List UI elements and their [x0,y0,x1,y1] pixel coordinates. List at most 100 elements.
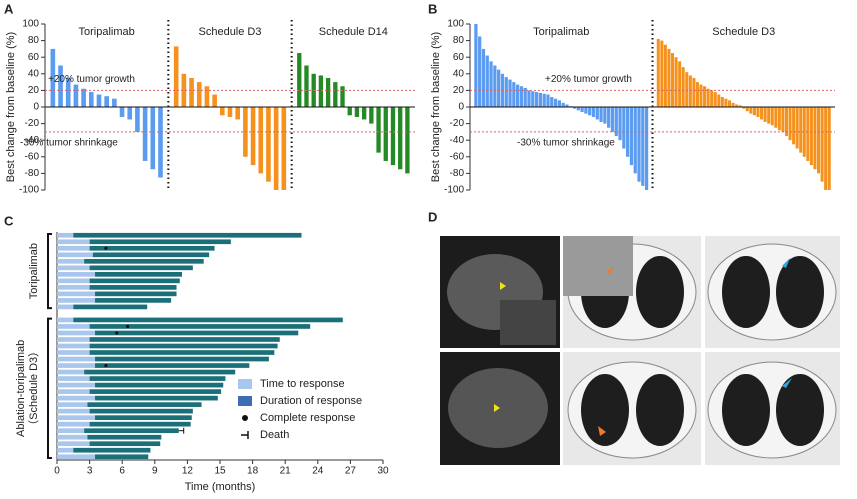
response-bar [57,363,96,368]
x-tick-label: 21 [280,466,292,477]
reference-label: +20% tumor growth [48,74,135,85]
bar [73,84,79,107]
response-bar [57,324,90,329]
panel-letter: D [428,209,437,224]
duration-bar [84,258,204,264]
y-tick-label: 20 [28,85,40,96]
bar [756,107,760,117]
arrow [782,378,792,388]
bar [799,107,803,153]
duration-bar [89,245,215,251]
duration-bar [84,428,179,434]
bar [340,86,345,107]
y-tick-label: 40 [453,68,465,79]
bar [637,107,641,182]
duration-bar [84,369,236,375]
bar [713,92,717,107]
bar [542,93,546,107]
bar [695,82,699,107]
bar [181,73,187,107]
bar [688,75,692,107]
response-bar [57,343,90,349]
duration-bar [87,434,162,440]
response-bar [57,415,96,421]
legend-label: Duration of response [260,395,362,407]
bar [204,86,210,107]
bar [685,72,689,107]
bar [603,107,607,124]
bar [361,107,367,120]
ct-image [776,256,824,328]
duration-bar [95,356,269,362]
y-tick-label: 60 [28,52,40,63]
x-tick-label: 30 [377,466,389,477]
duration-bar [73,232,302,238]
ct-image [776,374,824,446]
response-bar [57,239,90,245]
duration-bar [73,447,151,453]
bar [681,67,685,107]
duration-bar [95,382,224,388]
y-axis-title: Best change from baseline (%) [430,32,442,182]
bar [674,57,678,107]
y-tick-label: 100 [447,19,464,30]
bar [667,48,671,107]
bar [127,107,133,120]
bar [235,107,240,120]
bar [576,107,580,111]
panel-letter: C [4,213,14,228]
bar [663,44,667,107]
bar [258,107,264,174]
bar [112,98,117,107]
bar [523,87,527,107]
bar [485,55,489,107]
bar [671,53,675,107]
legend-swatch [238,396,252,406]
bar [497,69,501,107]
bar [474,24,478,107]
bar [58,65,63,107]
y-tick-label: -60 [450,151,465,162]
response-bar [57,330,96,336]
bar [802,107,806,157]
bar [297,53,302,107]
bar [553,98,558,107]
duration-bar [95,271,182,277]
bar [531,91,535,107]
duration-bar [95,363,250,368]
ct-image [500,300,556,345]
bar [770,107,774,126]
response-bar [57,285,90,290]
y-tick-label: -100 [444,185,464,196]
response-bar [57,258,85,264]
bar [478,36,482,108]
bar [656,38,660,107]
legend-label: Complete response [260,412,355,424]
bar [622,107,626,149]
bar [724,98,728,107]
bar [220,107,225,116]
bar [527,90,531,107]
bar [88,92,94,107]
bar [699,84,703,107]
duration-bar [89,350,275,355]
y-tick-label: 80 [453,35,465,46]
legend-swatch [238,379,252,389]
bar [710,90,714,107]
bar [641,107,645,186]
bar [777,107,781,131]
bar [806,107,810,161]
bar [150,107,156,170]
response-bar [57,245,90,251]
bar [809,107,813,166]
complete-response-dot [115,331,119,335]
bar [369,107,374,124]
ct-image [581,374,629,446]
bar [158,107,163,178]
bar [629,107,634,166]
bar [534,92,539,107]
arrow [598,426,606,436]
complete-response-dot [104,363,108,368]
bar [405,107,410,174]
bar [512,82,516,107]
